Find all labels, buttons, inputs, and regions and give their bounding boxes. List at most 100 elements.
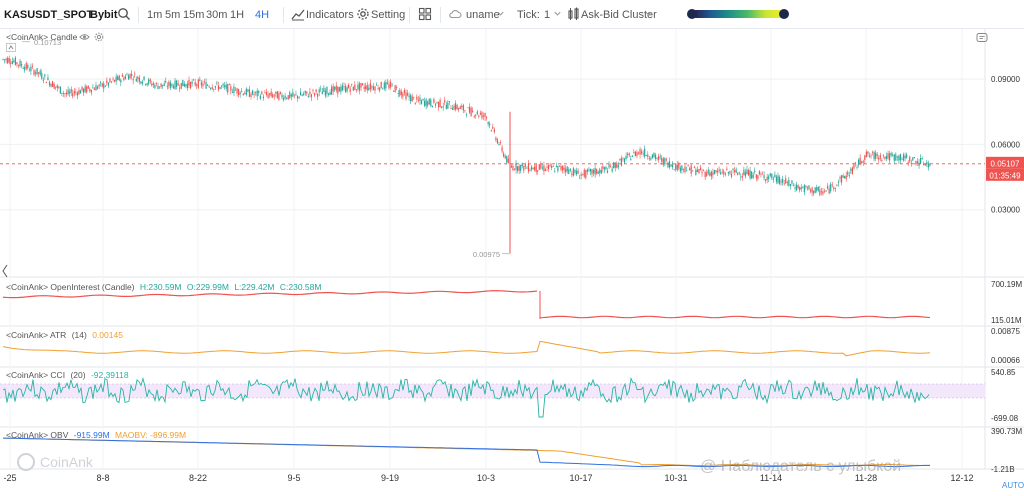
chevron-down-icon[interactable] bbox=[496, 9, 505, 18]
timeframe-5m[interactable]: 5m bbox=[165, 9, 181, 21]
chevron-down-icon[interactable] bbox=[644, 9, 653, 18]
candle-body bbox=[368, 87, 370, 90]
candle-body bbox=[2, 58, 4, 60]
candle-body bbox=[349, 88, 351, 93]
candle-body bbox=[416, 96, 418, 100]
candle-body bbox=[59, 86, 61, 94]
candle-body bbox=[127, 75, 130, 80]
gear-icon[interactable] bbox=[356, 7, 370, 21]
tick-selector[interactable]: 1 bbox=[544, 9, 551, 21]
candle-body bbox=[920, 158, 922, 164]
candle-body bbox=[120, 79, 122, 83]
ask-bid-cluster-selector[interactable]: Ask-Bid Cluster bbox=[581, 9, 657, 21]
candle-body bbox=[723, 171, 725, 174]
candle-body bbox=[112, 78, 114, 80]
candle-body bbox=[216, 82, 218, 84]
indicators-icon[interactable] bbox=[291, 7, 305, 21]
candle-body bbox=[385, 82, 387, 89]
candle-body bbox=[837, 182, 840, 183]
time-axis-tick-label: 8-22 bbox=[189, 473, 207, 483]
candle-body bbox=[104, 85, 106, 87]
candle-body bbox=[596, 168, 598, 174]
candle-body bbox=[65, 92, 68, 95]
candle-body bbox=[200, 82, 202, 86]
candle-body bbox=[538, 164, 540, 170]
candle-body bbox=[721, 171, 723, 173]
timeframe-30m[interactable]: 30m bbox=[206, 9, 228, 21]
candle-body bbox=[284, 95, 286, 99]
candle-body bbox=[114, 79, 116, 82]
candle-body bbox=[38, 72, 40, 74]
candle-body bbox=[830, 184, 832, 192]
candle-body bbox=[561, 165, 564, 171]
oi-pane-title: <CoinAnk> OpenInterest (Candle) bbox=[6, 282, 135, 292]
indicators-button[interactable]: Indicators bbox=[306, 9, 354, 21]
candle-body bbox=[67, 89, 69, 95]
candle-body bbox=[214, 86, 216, 88]
timeframe-1m[interactable]: 1m bbox=[147, 9, 163, 21]
candle-body bbox=[293, 94, 295, 96]
candle-body bbox=[73, 91, 75, 94]
candle-body bbox=[374, 86, 376, 91]
candle-body bbox=[881, 160, 883, 161]
chevron-down-icon[interactable] bbox=[553, 9, 562, 18]
candle-body bbox=[131, 73, 133, 76]
layout-grid-icon[interactable] bbox=[418, 7, 432, 21]
exchange-name[interactable]: Bybit bbox=[90, 9, 118, 21]
candle-body bbox=[744, 172, 747, 177]
timeframe-1h[interactable]: 1H bbox=[230, 9, 245, 21]
candle-body bbox=[752, 174, 754, 178]
symbol-name[interactable]: KASUSDT_SPOT bbox=[4, 9, 94, 21]
candle-body bbox=[324, 90, 326, 96]
collapse-icon[interactable] bbox=[6, 43, 16, 52]
candle-body bbox=[141, 81, 144, 84]
time-axis-tick-label: 12-12 bbox=[950, 473, 973, 483]
candle-body bbox=[151, 83, 153, 86]
candle-body bbox=[14, 57, 16, 65]
candle-body bbox=[574, 169, 576, 173]
candle-body bbox=[870, 155, 872, 157]
gradient-min-handle[interactable] bbox=[687, 9, 697, 19]
settings-gear-icon[interactable] bbox=[94, 32, 104, 42]
tick-label: Tick: bbox=[517, 9, 540, 21]
eye-icon[interactable] bbox=[79, 32, 90, 42]
candle-body bbox=[444, 100, 446, 103]
timeframe-4h[interactable]: 4H bbox=[255, 9, 270, 21]
candle-body bbox=[685, 170, 688, 172]
candle-body bbox=[346, 87, 348, 92]
candle-body bbox=[754, 170, 756, 173]
candle-body bbox=[244, 93, 246, 95]
candle-body bbox=[823, 191, 826, 193]
candle-body bbox=[75, 91, 77, 93]
candle-body bbox=[720, 172, 722, 175]
candle-body bbox=[332, 86, 334, 92]
search-icon[interactable] bbox=[117, 7, 131, 21]
candle-body bbox=[394, 85, 396, 92]
chart-canvas[interactable]: -25 8-8 8-22 9-5 9-19 10-3 10-17 10-31 11-14 11-2… bbox=[0, 29, 1024, 496]
candle-body bbox=[245, 88, 247, 95]
candle-body bbox=[48, 81, 51, 86]
timeframe-15m[interactable]: 15m bbox=[183, 9, 205, 21]
candle-body bbox=[484, 113, 486, 117]
candle-body bbox=[355, 89, 357, 91]
candle-body bbox=[439, 99, 441, 107]
candle-body bbox=[608, 164, 610, 168]
candle-body bbox=[250, 94, 252, 97]
candle-body bbox=[123, 77, 125, 81]
candle-body bbox=[703, 170, 705, 172]
uname-selector[interactable]: uname bbox=[466, 9, 500, 21]
setting-button[interactable]: Setting bbox=[371, 9, 406, 21]
candle-body bbox=[732, 168, 734, 170]
candle-body bbox=[379, 87, 381, 91]
heatmap-gradient-slider[interactable] bbox=[692, 10, 784, 18]
candle-body bbox=[172, 85, 175, 89]
atr-period: (14) bbox=[71, 330, 87, 340]
candle-body bbox=[765, 179, 767, 181]
gradient-max-handle[interactable] bbox=[779, 9, 789, 19]
auto-scale-button: AUTO bbox=[1002, 481, 1024, 490]
chat-icon[interactable] bbox=[976, 32, 988, 44]
candle-body bbox=[352, 86, 354, 91]
candle-body bbox=[610, 166, 612, 168]
chart-area[interactable]: -25 8-8 8-22 9-5 9-19 10-3 10-17 10-31 11-14 11-2… bbox=[0, 29, 1024, 496]
candle-body bbox=[664, 157, 666, 165]
